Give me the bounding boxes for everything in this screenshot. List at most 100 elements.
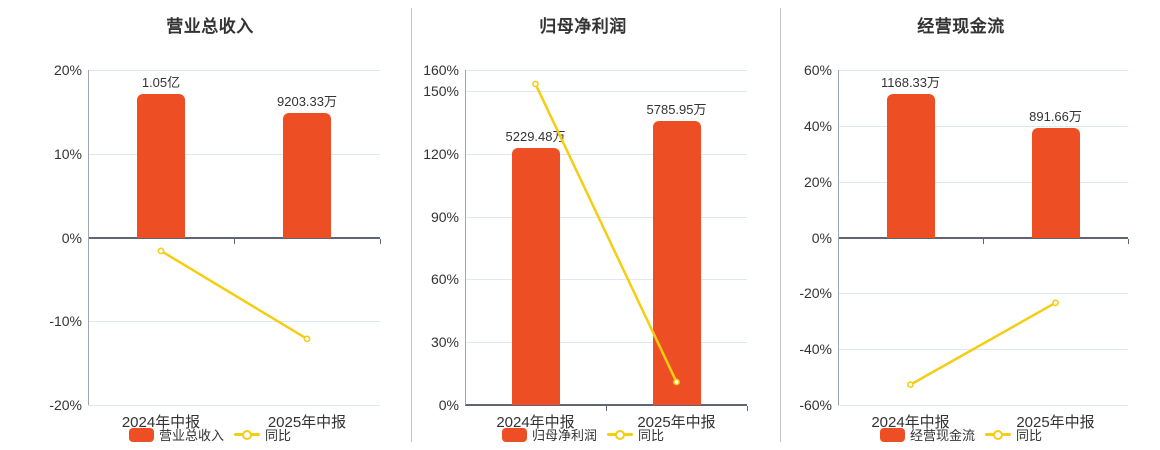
gridline bbox=[88, 154, 380, 155]
gridline bbox=[838, 70, 1128, 71]
x-axis-tick bbox=[606, 406, 607, 411]
y-axis-tick-label: -10% bbox=[49, 313, 82, 329]
yoy-marker bbox=[157, 247, 165, 255]
legend-label: 同比 bbox=[1016, 428, 1043, 443]
line-marker-icon bbox=[615, 429, 625, 440]
x-axis-tick bbox=[1128, 239, 1129, 244]
y-axis-tick-label: 120% bbox=[423, 146, 459, 162]
gridline bbox=[465, 91, 747, 92]
yoy-marker bbox=[673, 378, 680, 386]
gridline bbox=[465, 279, 747, 280]
chart-legend: 营业总收入 同比 bbox=[128, 425, 291, 444]
gridline bbox=[838, 293, 1128, 294]
x-axis-tick bbox=[380, 239, 381, 244]
x-axis-tick bbox=[983, 239, 984, 244]
line-swatch-icon bbox=[234, 429, 260, 440]
y-axis-tick-label: 0% bbox=[811, 230, 832, 246]
gridline bbox=[465, 70, 747, 71]
x-axis-line bbox=[465, 404, 747, 406]
bar bbox=[653, 121, 701, 405]
x-axis-label: 2024年中报 bbox=[496, 414, 575, 431]
gridline bbox=[465, 154, 747, 155]
y-axis-tick-label: 90% bbox=[430, 209, 459, 225]
y-axis-tick-label: 0% bbox=[61, 230, 82, 246]
y-axis-line bbox=[838, 70, 839, 405]
net-profit-chart-panel: 归母净利润 160% 150% 120% 90% 60% 30% 0% 5229.48万 578… bbox=[411, 0, 780, 450]
yoy-marker bbox=[907, 381, 914, 389]
x-axis-label: 2025年中报 bbox=[1016, 414, 1095, 431]
chart-legend: 归母净利润 同比 bbox=[501, 425, 664, 444]
y-axis-tick-label: 30% bbox=[430, 334, 459, 350]
gridline bbox=[88, 70, 380, 71]
gridline bbox=[465, 217, 747, 218]
chart-title: 经营现金流 bbox=[917, 17, 1005, 36]
legend-item-line-series[interactable]: 同比 bbox=[607, 425, 664, 444]
line-swatch-icon bbox=[607, 429, 633, 440]
legend-item-line-series[interactable]: 同比 bbox=[234, 425, 291, 444]
y-axis-tick-label: 60% bbox=[430, 271, 459, 287]
gridline bbox=[88, 321, 380, 322]
gridline bbox=[838, 405, 1128, 406]
yoy-marker bbox=[303, 335, 311, 343]
legend-label: 营业总收入 bbox=[158, 428, 224, 443]
chart-title: 归母净利润 bbox=[539, 17, 627, 36]
bar-swatch-icon bbox=[879, 427, 905, 442]
y-axis-tick-label: 40% bbox=[803, 118, 832, 134]
x-axis-label: 2024年中报 bbox=[121, 414, 201, 431]
x-axis-line bbox=[838, 237, 1128, 239]
yoy-marker bbox=[1052, 299, 1059, 307]
gridline bbox=[465, 342, 747, 343]
y-axis-line bbox=[88, 70, 89, 405]
legend-item-bar-series[interactable]: 营业总收入 bbox=[128, 425, 224, 444]
cash-flow-chart-panel: 经营现金流 60% 40% 20% 0% -20% -40% -60% 1168.33万 891… bbox=[780, 0, 1160, 450]
legend-item-line-series[interactable]: 同比 bbox=[985, 425, 1042, 444]
y-axis-tick-label: 160% bbox=[423, 62, 459, 78]
bar bbox=[137, 94, 185, 238]
bar-swatch-icon bbox=[128, 427, 154, 442]
y-axis-line bbox=[465, 70, 466, 405]
bar-value-label: 9203.33万 bbox=[277, 94, 337, 109]
yoy-line-chart bbox=[532, 80, 680, 386]
gridline bbox=[88, 405, 380, 406]
chart-legend: 经营现金流 同比 bbox=[879, 425, 1042, 444]
yoy-line-chart bbox=[907, 299, 1059, 389]
legend-item-bar-series[interactable]: 归母净利润 bbox=[501, 425, 597, 444]
chart-plot-area: 60% 40% 20% 0% -20% -40% -60% 1168.33万 891.66万 bbox=[780, 0, 1160, 450]
bar bbox=[283, 113, 331, 238]
legend-label: 归母净利润 bbox=[531, 428, 597, 443]
legend-item-bar-series[interactable]: 经营现金流 bbox=[879, 425, 975, 444]
bar-value-label: 891.66万 bbox=[1029, 109, 1082, 124]
y-axis-tick-label: 0% bbox=[438, 397, 459, 413]
x-axis-label: 2025年中报 bbox=[267, 414, 347, 431]
y-axis-tick-label: 60% bbox=[803, 62, 832, 78]
chart-plot-area: 160% 150% 120% 90% 60% 30% 0% 5229.48万 5785.95万 bbox=[411, 0, 780, 450]
revenue-chart-panel: 营业总收入 20% 10% 0% -10% -20% 1.05亿 9203.33万 2024… bbox=[0, 0, 411, 450]
legend-label: 同比 bbox=[265, 428, 292, 443]
gridline bbox=[838, 349, 1128, 350]
line-swatch-icon bbox=[985, 429, 1011, 440]
bar bbox=[1032, 128, 1080, 238]
y-axis-tick-label: 150% bbox=[423, 83, 459, 99]
y-axis-tick-label: 20% bbox=[803, 174, 832, 190]
yoy-line bbox=[534, 83, 678, 383]
y-axis-tick-label: -20% bbox=[799, 285, 832, 301]
chart-plot-area: 20% 10% 0% -10% -20% 1.05亿 9203.33万 bbox=[0, 0, 411, 450]
yoy-marker bbox=[532, 80, 539, 88]
bar-value-label: 5229.48万 bbox=[505, 129, 566, 144]
line-marker-icon bbox=[242, 429, 252, 440]
bar bbox=[512, 148, 560, 405]
chart-title: 营业总收入 bbox=[166, 17, 254, 36]
y-axis-tick-label: 10% bbox=[53, 146, 82, 162]
y-axis-tick-label: -40% bbox=[799, 341, 832, 357]
x-axis-label: 2025年中报 bbox=[637, 414, 716, 431]
bar-value-label: 5785.95万 bbox=[646, 102, 707, 117]
line-marker-icon bbox=[993, 429, 1003, 440]
gridline bbox=[838, 182, 1128, 183]
yoy-line bbox=[160, 249, 308, 340]
y-axis-tick-label: 20% bbox=[53, 62, 82, 78]
x-axis-line bbox=[88, 237, 380, 239]
legend-label: 同比 bbox=[638, 428, 665, 443]
bar-swatch-icon bbox=[501, 427, 527, 442]
bar-value-label: 1.05亿 bbox=[141, 75, 181, 90]
